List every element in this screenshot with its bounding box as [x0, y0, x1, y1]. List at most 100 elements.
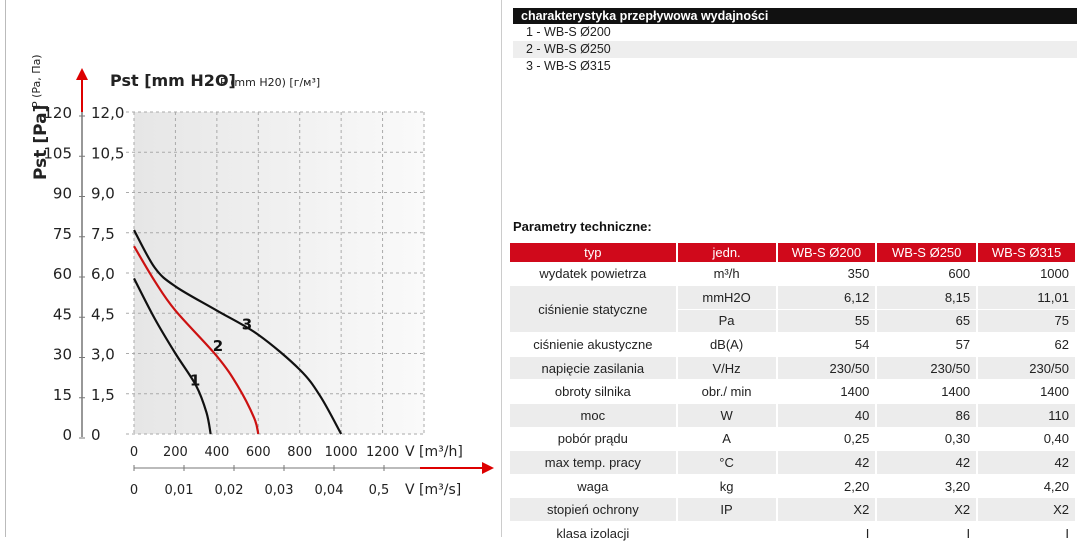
param-value: 65 — [876, 309, 979, 334]
param-unit: dB(A) — [676, 332, 778, 357]
param-label: pobór prądu — [510, 427, 678, 452]
param-value: 230/50 — [977, 356, 1077, 381]
y-tick-label-mm: 12,0 — [91, 104, 124, 122]
param-label: moc — [510, 403, 678, 428]
param-label: stopień ochrony — [510, 497, 678, 523]
y-tick-label-mm: 7,5 — [91, 225, 115, 243]
param-value: I — [876, 521, 979, 546]
param-unit: m³/h — [676, 262, 778, 287]
param-value: 0,40 — [977, 427, 1077, 452]
x2-tick-label: 0,5 — [369, 483, 390, 498]
table-row: moc W 40 86 110 — [510, 403, 1077, 428]
curve-2 — [133, 245, 260, 435]
col-header: typ — [510, 243, 678, 262]
param-unit: A — [676, 427, 778, 452]
table-row: napięcie zasilania V/Hz 230/50 230/50 230/50 — [510, 356, 1077, 381]
table-row: Pa 55 65 75 — [510, 309, 1077, 334]
param-unit: mmH2O — [676, 285, 778, 310]
param-value: 1400 — [776, 379, 878, 405]
legend-item: 3 - WB-S Ø315 — [526, 59, 611, 73]
y-tick-label-mm: 9,0 — [91, 185, 115, 203]
param-value: 350 — [776, 262, 878, 287]
param-value: 6,12 — [776, 285, 878, 310]
y-tick-label-mm: 10,5 — [91, 144, 124, 162]
col-header: WB-S Ø315 — [977, 243, 1077, 262]
param-value: X2 — [876, 497, 979, 523]
curve-label: 3 — [242, 315, 252, 333]
y-axis-title-pa: Pst [Pa] — [31, 105, 51, 180]
param-value: 42 — [977, 450, 1077, 475]
table-row: pobór prądu A 0,25 0,30 0,40 — [510, 427, 1077, 452]
param-value: I — [776, 521, 878, 546]
param-label: ciśnienie statyczne — [510, 285, 678, 334]
param-value: 110 — [977, 403, 1077, 428]
param-label: napięcie zasilania — [510, 356, 678, 381]
param-value: 55 — [776, 309, 878, 334]
curve-3 — [133, 229, 343, 435]
y-tick-label-mm: 6,0 — [91, 265, 115, 283]
param-value: 230/50 — [776, 356, 878, 381]
params-table: typ jedn. WB-S Ø200 WB-S Ø250 WB-S Ø315 … — [510, 243, 1077, 546]
param-value: X2 — [776, 497, 878, 523]
param-value: X2 — [977, 497, 1077, 523]
chart-panel — [5, 0, 502, 537]
y-axis-title-mm-ru: P (mm H20) [г/м³] — [220, 76, 320, 89]
param-value: 40 — [776, 403, 878, 428]
y-tick-label-pa: 120 — [43, 104, 72, 122]
table-row: max temp. pracy °C 42 42 42 — [510, 450, 1077, 475]
param-value: 600 — [876, 262, 979, 287]
x-tick-label: 200 — [163, 445, 188, 460]
param-unit: W — [676, 403, 778, 428]
legend-item: 1 - WB-S Ø200 — [526, 25, 611, 39]
x2-tick-label: 0,01 — [165, 483, 194, 498]
y-tick-label-mm: 0 — [91, 426, 101, 444]
param-unit: IP — [676, 497, 778, 523]
x-tick-label: 400 — [204, 445, 229, 460]
param-label: ciśnienie akustyczne — [510, 332, 678, 357]
x-tick-label: 1200 — [366, 445, 399, 460]
table-row: klasa izolacji I I I — [510, 521, 1077, 546]
y-tick-label-pa: 0 — [62, 426, 72, 444]
y-tick-label-pa: 105 — [43, 144, 72, 162]
x-tick-label: 800 — [287, 445, 312, 460]
y-tick-label-mm: 4,5 — [91, 305, 115, 323]
param-value: 57 — [876, 332, 979, 357]
x-tick-label: 600 — [246, 445, 271, 460]
curve-1 — [133, 277, 212, 435]
param-value: 0,25 — [776, 427, 878, 452]
y-tick-label-mm: 1,5 — [91, 386, 115, 404]
table-row: ciśnienie akustyczne dB(A) 54 57 62 — [510, 332, 1077, 357]
y-tick-label-pa: 30 — [53, 346, 72, 364]
param-unit: obr./ min — [676, 379, 778, 405]
param-value: 62 — [977, 332, 1077, 357]
param-value: 4,20 — [977, 474, 1077, 499]
table-row: obroty silnika obr./ min 1400 1400 1400 — [510, 379, 1077, 405]
param-value: 86 — [876, 403, 979, 428]
param-value: 1400 — [977, 379, 1077, 405]
param-value: 1400 — [876, 379, 979, 405]
col-header: WB-S Ø200 — [776, 243, 878, 262]
param-value: 11,01 — [977, 285, 1077, 310]
x-tick-label: 0 — [130, 445, 138, 460]
legend-item: 2 - WB-S Ø250 — [513, 41, 1077, 58]
param-value: 230/50 — [876, 356, 979, 381]
param-value: 1000 — [977, 262, 1077, 287]
param-value: 54 — [776, 332, 878, 357]
y-arrow-head — [76, 68, 88, 80]
param-value: I — [977, 521, 1077, 546]
y-axis-title-ru: P (Pa, Па) — [30, 54, 43, 108]
param-label: wydatek powietrza — [510, 262, 678, 287]
param-unit: V/Hz — [676, 356, 778, 381]
y-tick-label-pa: 60 — [53, 265, 72, 283]
param-value: 8,15 — [876, 285, 979, 310]
param-value: 42 — [776, 450, 878, 475]
x2-tick-label: 0 — [130, 483, 138, 498]
param-value: 42 — [876, 450, 979, 475]
x2-tick-label: 0,03 — [265, 483, 294, 498]
param-label: waga — [510, 474, 678, 499]
x2-tick-label: 0,02 — [215, 483, 244, 498]
x-axis-title-h: V [m³/h] — [405, 444, 463, 460]
table-row: ciśnienie statyczne mmH2O 6,12 8,15 11,01 — [510, 285, 1077, 334]
table-row: waga kg 2,20 3,20 4,20 — [510, 474, 1077, 499]
